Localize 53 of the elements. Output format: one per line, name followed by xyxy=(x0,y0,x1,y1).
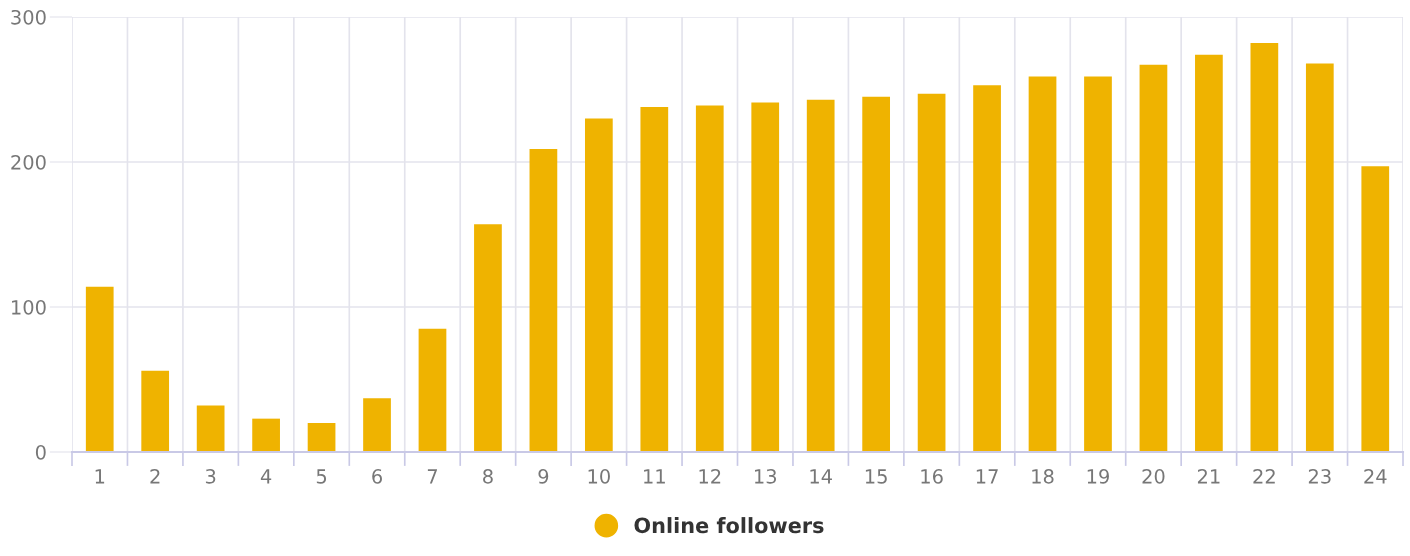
x-tick-label: 4 xyxy=(260,469,272,484)
bar xyxy=(196,405,225,452)
bar xyxy=(363,398,391,452)
bar xyxy=(695,105,724,452)
x-tick-label: 7 xyxy=(427,469,437,484)
bar xyxy=(917,93,946,452)
x-tick-label: 8 xyxy=(483,469,493,484)
x-tick-label: 14 xyxy=(810,469,832,484)
bar xyxy=(640,106,669,452)
x-tick-label: 5 xyxy=(316,469,327,484)
y-tick-label: 0 xyxy=(35,444,46,460)
x-tick-label: 1 xyxy=(95,469,105,484)
x-tick-label: 13 xyxy=(754,469,777,484)
bar xyxy=(1250,43,1279,452)
bar xyxy=(584,118,613,452)
x-tick-label: 20 xyxy=(1142,469,1165,484)
bar xyxy=(474,224,502,452)
x-tick-label: 21 xyxy=(1197,469,1220,484)
x-tick-label: 2 xyxy=(150,469,160,484)
bar xyxy=(1084,76,1112,452)
bar xyxy=(307,423,336,452)
x-tick-label: 3 xyxy=(205,469,216,484)
x-tick-label: 19 xyxy=(1087,469,1109,484)
y-tick-label: 200 xyxy=(11,154,46,170)
x-tick-label: 6 xyxy=(372,469,382,484)
bar xyxy=(806,99,835,452)
x-tick-label: 11 xyxy=(644,469,665,484)
bar xyxy=(529,148,558,452)
bar xyxy=(1195,54,1223,452)
bar xyxy=(1028,76,1057,452)
x-tick-label: 24 xyxy=(1364,469,1387,484)
bar xyxy=(862,96,891,452)
x-tick-label: 9 xyxy=(538,469,549,484)
bar xyxy=(85,286,114,452)
x-tick-label: 12 xyxy=(699,469,721,484)
y-tick-label: 300 xyxy=(11,9,46,25)
bar xyxy=(973,85,1001,452)
x-tick-label: 17 xyxy=(976,469,998,484)
bar xyxy=(751,102,780,452)
bar xyxy=(1305,63,1334,452)
x-tick-label: 16 xyxy=(921,469,943,484)
x-tick-label: 23 xyxy=(1308,469,1331,484)
y-tick-label: 100 xyxy=(12,299,46,315)
x-tick-label: 18 xyxy=(1032,469,1054,484)
bar xyxy=(252,418,280,452)
bar xyxy=(1361,166,1390,452)
bar xyxy=(141,370,170,452)
bar xyxy=(1139,64,1168,452)
bar xyxy=(418,328,447,452)
x-tick-label: 10 xyxy=(588,469,610,484)
x-tick-label: 22 xyxy=(1253,469,1275,484)
legend-label: Online followers xyxy=(634,517,824,534)
x-tick-label: 15 xyxy=(865,469,887,484)
